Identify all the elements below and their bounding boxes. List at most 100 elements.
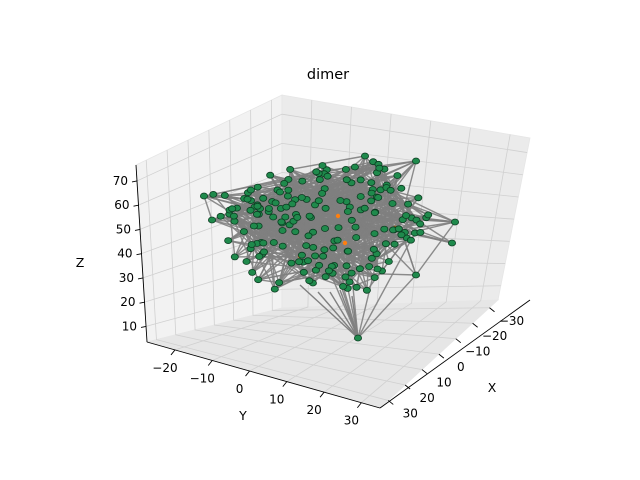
y-tick-mark	[357, 402, 362, 409]
x-tick-label: −10	[465, 345, 490, 359]
y-tick-label: 30	[344, 414, 359, 428]
z-tick-label: 30	[119, 271, 134, 285]
network-node	[397, 184, 406, 192]
network-node	[305, 212, 314, 220]
network-node	[369, 245, 378, 253]
x-tick-label: −30	[499, 314, 524, 328]
network-edge	[285, 160, 417, 218]
network-node	[303, 257, 312, 265]
network-node	[314, 197, 323, 205]
network-node	[269, 213, 278, 221]
x-tick-mark	[455, 338, 462, 344]
network-node	[344, 247, 353, 255]
network-node	[370, 274, 379, 282]
network-node	[248, 268, 257, 276]
network-edge	[321, 155, 366, 194]
network-node	[342, 176, 351, 184]
network-node	[367, 254, 376, 262]
network-node	[291, 228, 300, 236]
network-node	[334, 224, 343, 232]
network-node	[239, 228, 248, 236]
x-tick-label: 30	[403, 406, 418, 420]
network-edge	[317, 291, 359, 339]
network-node	[333, 236, 342, 244]
z-grid-line	[136, 113, 528, 182]
network-node	[394, 225, 403, 233]
y-tick-label: −20	[152, 361, 177, 375]
network-node	[305, 277, 314, 285]
z-tick-mark	[134, 228, 141, 231]
network-edge	[288, 171, 317, 181]
z-tick-mark	[133, 204, 139, 207]
network-node	[367, 197, 376, 205]
network-edge	[203, 195, 213, 221]
network-edge	[347, 211, 368, 291]
network-node	[362, 286, 371, 294]
network-node	[351, 223, 360, 231]
network-node	[324, 267, 333, 275]
y-tick-label: 10	[269, 393, 284, 407]
network-node	[230, 253, 239, 261]
network-node	[220, 191, 229, 199]
network-node	[450, 218, 459, 226]
network-node	[224, 237, 233, 245]
network-node	[411, 157, 420, 165]
z-tick-mark	[137, 277, 144, 280]
network-edge	[324, 160, 417, 175]
network-node	[287, 259, 296, 267]
network-node	[247, 241, 256, 248]
x-tick-label: 0	[457, 360, 465, 374]
x-tick-mark	[438, 353, 445, 359]
network-node	[367, 189, 376, 197]
network-node	[321, 273, 330, 281]
network-node	[329, 244, 338, 252]
network-node	[356, 193, 365, 200]
network-node	[373, 265, 382, 273]
z-tick-label: 50	[116, 222, 131, 236]
network-edge	[345, 239, 412, 278]
z-tick-label: 20	[120, 295, 135, 309]
network-edge	[261, 241, 316, 257]
x-tick-mark	[387, 400, 394, 405]
network-node	[342, 262, 351, 270]
network-node	[347, 216, 356, 224]
network-edge	[357, 228, 385, 339]
network-edge	[346, 179, 379, 270]
network-edge	[298, 261, 346, 278]
network-node	[264, 205, 273, 212]
network-node	[283, 192, 292, 200]
x-tick-mark	[489, 307, 495, 313]
network-node	[315, 176, 324, 184]
x-grid-line	[271, 100, 490, 311]
y-grid-line	[286, 120, 432, 382]
network-node	[259, 194, 268, 202]
network-node	[416, 220, 425, 228]
network-node	[315, 261, 324, 269]
x-tick-mark	[421, 369, 428, 374]
network-node	[341, 165, 350, 173]
network-edge	[344, 155, 366, 278]
network-node	[278, 227, 287, 234]
network-node	[355, 265, 364, 273]
network-node	[269, 239, 278, 246]
network-node	[365, 263, 374, 270]
y-tick-label: 0	[236, 382, 244, 396]
network-node	[243, 195, 252, 203]
network-node	[352, 234, 361, 241]
network-node	[350, 163, 359, 171]
network-node	[319, 252, 328, 260]
x-tick-label: −20	[482, 329, 507, 343]
network-node	[266, 171, 275, 179]
network-node	[414, 194, 423, 202]
network-node	[360, 152, 369, 160]
highlight-marker	[335, 213, 341, 219]
y-tick-mark	[170, 349, 176, 356]
network-node	[318, 189, 327, 197]
x-axis-line	[379, 299, 531, 409]
network-edge	[347, 276, 375, 290]
network-edge	[351, 182, 456, 223]
network-edge	[339, 289, 359, 339]
network-node	[280, 179, 289, 187]
x-tick-label: 10	[436, 376, 451, 390]
